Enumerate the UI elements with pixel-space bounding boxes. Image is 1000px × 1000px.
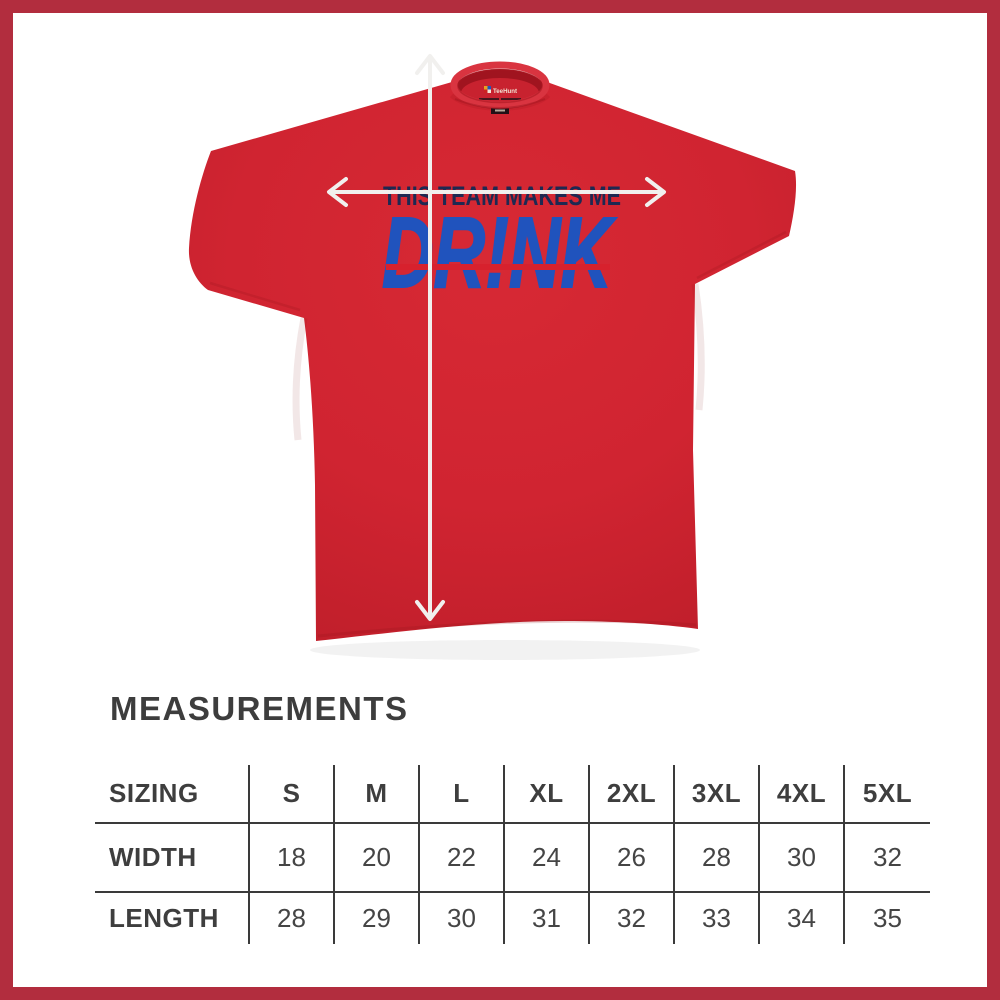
- column-header-l: L: [420, 765, 505, 822]
- length-value-s: 28: [250, 891, 335, 944]
- length-value-l: 30: [420, 891, 505, 944]
- chest-graphic: THIS TEAM MAKES ME DR!NK: [381, 181, 621, 310]
- length-value-3xl: 33: [675, 891, 760, 944]
- column-header-2xl: 2XL: [590, 765, 675, 822]
- column-header-4xl: 4XL: [760, 765, 845, 822]
- collar: TeeHunt: [450, 61, 550, 114]
- width-value-4xl: 30: [760, 822, 845, 891]
- graphic-drink-text: DR!NK: [382, 197, 617, 309]
- column-header-s: S: [250, 765, 335, 822]
- tshirt-body: [188, 75, 797, 641]
- length-arrow-icon: [415, 54, 445, 621]
- length-value-4xl: 34: [760, 891, 845, 944]
- column-header-sizing: SIZING: [95, 765, 250, 822]
- tshirt-product-image: TeeHunt THIS TEAM MAKES ME DR!NK: [188, 54, 797, 660]
- width-value-xl: 24: [505, 822, 590, 891]
- length-value-5xl: 35: [845, 891, 930, 944]
- column-header-5xl: 5XL: [862, 778, 913, 808]
- width-value-5xl: 32: [845, 822, 930, 891]
- row-label-width: WIDTH: [95, 822, 250, 891]
- width-value-3xl: 28: [675, 822, 760, 891]
- width-value-2xl: 26: [590, 822, 675, 891]
- width-value-s: 18: [250, 822, 335, 891]
- length-value-2xl: 32: [590, 891, 675, 944]
- column-header-xl: XL: [505, 765, 590, 822]
- size-chart-table: SIZING S M L XL 2XL 3XL 4XL 5XL WIDTH 18…: [95, 765, 930, 944]
- shirt-shadow: [310, 640, 700, 660]
- column-header-m: M: [335, 765, 420, 822]
- width-arrow-icon: [327, 177, 666, 207]
- length-value-xl: 31: [505, 891, 590, 944]
- graphic-strike-line: [386, 264, 610, 270]
- measurements-heading: MEASUREMENTS: [110, 690, 409, 727]
- length-value-m: 29: [335, 891, 420, 944]
- graphic-tagline-text: THIS TEAM MAKES ME: [383, 181, 621, 211]
- neck-label-brand: TeeHunt: [493, 88, 518, 95]
- row-label-length: LENGTH: [95, 891, 250, 944]
- width-value-l: 22: [420, 822, 505, 891]
- column-header-3xl: 3XL: [675, 765, 760, 822]
- width-value-m: 20: [335, 822, 420, 891]
